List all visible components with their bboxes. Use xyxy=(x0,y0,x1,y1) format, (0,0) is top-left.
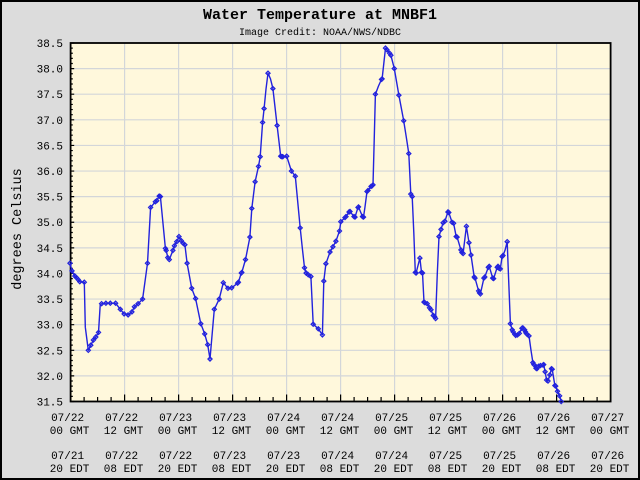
svg-text:08 EDT: 08 EDT xyxy=(104,464,144,476)
svg-text:31.5: 31.5 xyxy=(37,398,63,410)
svg-text:07/24: 07/24 xyxy=(267,413,300,425)
svg-text:07/21: 07/21 xyxy=(51,451,84,463)
svg-text:34.0: 34.0 xyxy=(37,270,63,282)
svg-text:08 EDT: 08 EDT xyxy=(320,464,360,476)
svg-text:07/26: 07/26 xyxy=(537,451,570,463)
svg-text:32.0: 32.0 xyxy=(37,372,63,384)
svg-text:34.5: 34.5 xyxy=(37,244,63,256)
svg-text:37.5: 37.5 xyxy=(37,90,63,102)
svg-text:Image Credit: NOAA/NWS/NDBC: Image Credit: NOAA/NWS/NDBC xyxy=(239,27,401,39)
svg-text:33.5: 33.5 xyxy=(37,295,63,307)
svg-text:07/24: 07/24 xyxy=(321,451,354,463)
svg-text:07/26: 07/26 xyxy=(591,451,624,463)
svg-text:36.0: 36.0 xyxy=(37,167,63,179)
svg-text:07/23: 07/23 xyxy=(213,451,246,463)
svg-text:00 GMT: 00 GMT xyxy=(50,426,90,438)
svg-text:07/24: 07/24 xyxy=(375,451,408,463)
svg-text:00 GMT: 00 GMT xyxy=(374,426,414,438)
svg-text:12 GMT: 12 GMT xyxy=(212,426,252,438)
svg-text:12 GMT: 12 GMT xyxy=(428,426,468,438)
svg-text:07/26: 07/26 xyxy=(537,413,570,425)
svg-text:20 EDT: 20 EDT xyxy=(590,464,630,476)
svg-text:35.0: 35.0 xyxy=(37,218,63,230)
svg-text:07/25: 07/25 xyxy=(483,451,516,463)
svg-text:00 GMT: 00 GMT xyxy=(266,426,306,438)
svg-text:37.0: 37.0 xyxy=(37,116,63,128)
svg-text:08 EDT: 08 EDT xyxy=(536,464,576,476)
svg-text:32.5: 32.5 xyxy=(37,346,63,358)
svg-text:08 EDT: 08 EDT xyxy=(428,464,468,476)
svg-text:07/22: 07/22 xyxy=(51,413,84,425)
svg-text:36.5: 36.5 xyxy=(37,141,63,153)
svg-text:20 EDT: 20 EDT xyxy=(482,464,522,476)
svg-text:Water Temperature at MNBF1: Water Temperature at MNBF1 xyxy=(203,7,437,24)
svg-text:33.0: 33.0 xyxy=(37,321,63,333)
svg-text:07/25: 07/25 xyxy=(429,413,462,425)
svg-text:20 EDT: 20 EDT xyxy=(266,464,306,476)
svg-text:20 EDT: 20 EDT xyxy=(374,464,414,476)
svg-text:07/24: 07/24 xyxy=(321,413,354,425)
svg-text:07/22: 07/22 xyxy=(105,451,138,463)
svg-text:20 EDT: 20 EDT xyxy=(50,464,90,476)
svg-text:07/23: 07/23 xyxy=(213,413,246,425)
svg-text:00 GMT: 00 GMT xyxy=(590,426,630,438)
svg-text:07/25: 07/25 xyxy=(375,413,408,425)
svg-text:degrees Celsius: degrees Celsius xyxy=(11,168,26,290)
svg-text:00 GMT: 00 GMT xyxy=(158,426,198,438)
svg-text:38.0: 38.0 xyxy=(37,65,63,77)
svg-text:07/25: 07/25 xyxy=(429,451,462,463)
svg-text:38.5: 38.5 xyxy=(37,39,63,51)
svg-text:07/27: 07/27 xyxy=(591,413,624,425)
svg-text:12 GMT: 12 GMT xyxy=(104,426,144,438)
svg-text:07/22: 07/22 xyxy=(159,451,192,463)
svg-text:07/26: 07/26 xyxy=(483,413,516,425)
svg-text:07/22: 07/22 xyxy=(105,413,138,425)
svg-text:12 GMT: 12 GMT xyxy=(320,426,360,438)
svg-text:08 EDT: 08 EDT xyxy=(212,464,252,476)
svg-text:07/23: 07/23 xyxy=(159,413,192,425)
svg-text:35.5: 35.5 xyxy=(37,193,63,205)
svg-text:00 GMT: 00 GMT xyxy=(482,426,522,438)
svg-text:12 GMT: 12 GMT xyxy=(536,426,576,438)
svg-text:20 EDT: 20 EDT xyxy=(158,464,198,476)
svg-text:07/23: 07/23 xyxy=(267,451,300,463)
